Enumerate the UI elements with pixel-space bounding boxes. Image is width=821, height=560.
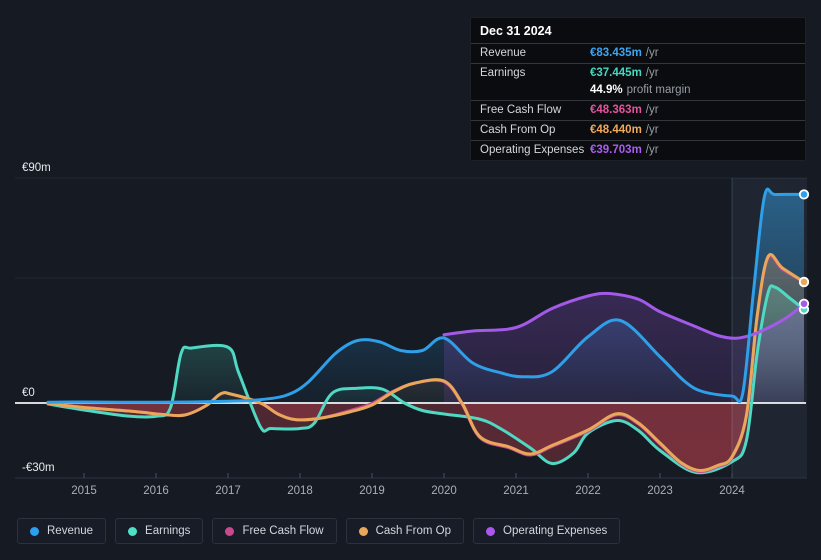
earnings-line[interactable] bbox=[46, 284, 806, 475]
operating-expenses-line[interactable] bbox=[442, 291, 806, 340]
tooltip-row-value: €37.445m bbox=[590, 67, 642, 79]
x-tick-label: 2019 bbox=[359, 485, 385, 497]
legend-item-earnings[interactable]: Earnings bbox=[115, 518, 204, 544]
cash-from-op-line[interactable] bbox=[46, 253, 806, 473]
x-tick-label: 2021 bbox=[503, 485, 529, 497]
data-tooltip: Dec 31 2024 Revenue €83.435m/yr Earnings €3… bbox=[470, 17, 806, 161]
y-axis-label: €90m bbox=[22, 162, 51, 174]
legend-item-free-cash-flow[interactable]: Free Cash Flow bbox=[212, 518, 337, 544]
tooltip-row-suffix: profit margin bbox=[626, 84, 691, 96]
x-tick-label: 2020 bbox=[431, 485, 457, 497]
legend-color-dot bbox=[486, 526, 496, 536]
tooltip-row: Free Cash Flow €48.363m/yr bbox=[471, 100, 805, 120]
tooltip-row-value: €48.440m bbox=[590, 124, 642, 136]
tooltip-row-label: Cash From Op bbox=[480, 124, 556, 136]
tooltip-row-label: Earnings bbox=[480, 67, 526, 79]
legend-label: Cash From Op bbox=[375, 525, 452, 537]
legend-color-dot bbox=[225, 526, 235, 536]
legend-label: Revenue bbox=[47, 525, 94, 537]
legend-color-dot bbox=[128, 526, 138, 536]
x-tick-label: 2023 bbox=[647, 485, 673, 497]
tooltip-row-suffix: /yr bbox=[645, 104, 659, 116]
y-axis-label: -€30m bbox=[22, 462, 55, 474]
tooltip-row-value: €48.363m bbox=[590, 104, 642, 116]
tooltip-row-label: Free Cash Flow bbox=[480, 104, 562, 116]
legend-label: Free Cash Flow bbox=[242, 525, 324, 537]
legend-label: Operating Expenses bbox=[503, 525, 608, 537]
legend-color-dot bbox=[358, 526, 368, 536]
tooltip-row-value: €83.435m bbox=[590, 47, 642, 59]
series-lines bbox=[46, 187, 806, 475]
end-markers bbox=[798, 189, 810, 315]
revenue-end-marker[interactable] bbox=[798, 189, 810, 200]
x-tick-label: 2022 bbox=[575, 485, 601, 497]
tooltip-row-suffix: /yr bbox=[645, 144, 659, 156]
x-tick-label: 2016 bbox=[143, 485, 169, 497]
x-tick-label: 2018 bbox=[287, 485, 313, 497]
tooltip-row: Cash From Op €48.440m/yr bbox=[471, 120, 805, 140]
tooltip-row-label: Revenue bbox=[480, 47, 527, 59]
tooltip-row: Earnings €37.445m/yr bbox=[471, 63, 805, 83]
cash-from-op-end-marker[interactable] bbox=[798, 276, 810, 287]
legend-color-dot bbox=[30, 526, 39, 536]
tooltip-row-value: €39.703m bbox=[590, 144, 642, 156]
legend-item-revenue[interactable]: Revenue bbox=[17, 518, 107, 544]
legend-label: Earnings bbox=[145, 525, 191, 537]
tooltip-date: Dec 31 2024 bbox=[480, 24, 552, 38]
tooltip-row: 44.9% profit margin bbox=[471, 83, 805, 100]
cash-from-op-area bbox=[48, 254, 804, 471]
x-tick-label: 2024 bbox=[719, 485, 745, 497]
tooltip-row: Revenue €83.435m/yr bbox=[471, 43, 805, 63]
x-tick-label: 2017 bbox=[215, 485, 241, 497]
legend-item-operating-expenses[interactable]: Operating Expenses bbox=[473, 518, 621, 544]
series-fills bbox=[48, 189, 804, 473]
tooltip-row-suffix: /yr bbox=[645, 124, 659, 136]
x-tick-label: 2015 bbox=[71, 485, 97, 497]
operating-expenses-end-marker[interactable] bbox=[798, 298, 810, 309]
chart-legend: Revenue Earnings Free Cash Flow Cash From O… bbox=[17, 518, 621, 544]
tooltip-row-value: 44.9% bbox=[590, 84, 623, 96]
y-axis-label: €0 bbox=[22, 387, 35, 399]
tooltip-row-suffix: /yr bbox=[645, 67, 659, 79]
revenue-line[interactable] bbox=[46, 187, 806, 404]
tooltip-row: Operating Expenses €39.703m/yr bbox=[471, 140, 805, 160]
legend-item-cash-from-op[interactable]: Cash From Op bbox=[345, 518, 465, 544]
tooltip-row-label: Operating Expenses bbox=[480, 144, 585, 156]
tooltip-row-suffix: /yr bbox=[645, 47, 659, 59]
